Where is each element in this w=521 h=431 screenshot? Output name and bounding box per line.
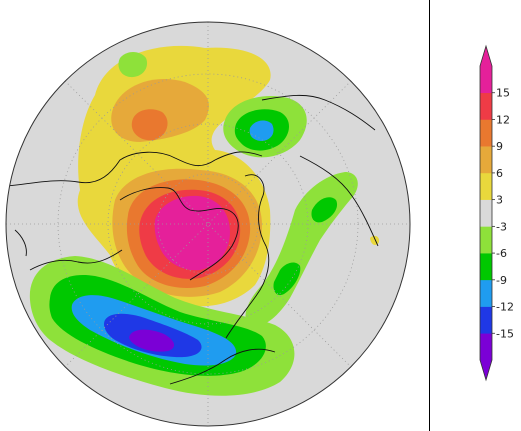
colorbar-tick-label: -3: [496, 220, 507, 233]
colorbar-tick-label: 12: [496, 113, 510, 126]
map-graticule: [6, 22, 410, 426]
colorbar-segment: [480, 92, 492, 120]
colorbar-segment: [480, 279, 492, 307]
colorbar-outline: [479, 44, 493, 382]
anomaly-region-plus15: [154, 195, 230, 271]
colorbar-segment: [480, 66, 492, 94]
polar-stereographic-map: [5, 21, 411, 427]
colorbar-tick-label: -6: [496, 247, 507, 260]
colorbar-labels: -15 -12 -9 -6 -3 3 6 9 12 15: [496, 87, 514, 341]
colorbar-body: [479, 44, 495, 382]
colorbar-tick-label: 15: [496, 87, 510, 100]
colorbar-tick-label: 9: [496, 140, 503, 153]
colorbar-segment: [480, 199, 492, 227]
anomaly-region-minus9-east: [249, 120, 274, 141]
map-disk-border: [5, 21, 411, 427]
coastlines: [6, 94, 379, 385]
colorbar-segment: [480, 333, 492, 361]
anomaly-region-minus6-arc-b: [273, 262, 301, 296]
colorbar-tick-label: -12: [496, 301, 514, 314]
colorbar-extend-min: [480, 360, 492, 380]
colorbar-tick-label: 6: [496, 167, 503, 180]
colorbar-segment: [480, 172, 492, 200]
colorbar-tick-label: 3: [496, 194, 503, 207]
anomaly-region-minus6-arc: [311, 197, 338, 223]
anomaly-region-minus15-pacific: [129, 329, 175, 352]
colorbar-tick-label: -9: [496, 274, 507, 287]
colorbar-segment: [480, 253, 492, 281]
map-panel: [5, 0, 430, 431]
colorbar-tick-label: -15: [496, 327, 514, 340]
colorbar: -15 -12 -9 -6 -3 3 6 9 12 15: [479, 44, 514, 382]
colorbar-extend-max: [480, 46, 492, 66]
colorbar-segment: [480, 146, 492, 174]
colorbar-segment: [480, 226, 492, 254]
colorbar-segment: [480, 119, 492, 147]
colorbar-segment: [480, 306, 492, 334]
anomaly-region-plus9: [131, 109, 168, 141]
anomaly-region-minus3-north: [118, 52, 148, 78]
